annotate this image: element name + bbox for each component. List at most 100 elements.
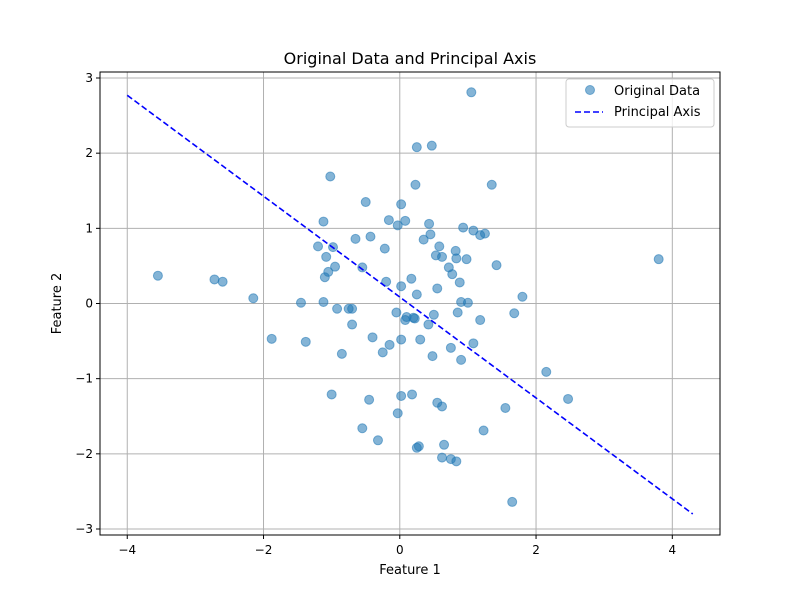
data-point (381, 276, 392, 287)
y-axis-label: Feature 2 (50, 273, 65, 335)
data-point (357, 423, 368, 434)
legend: Original Data Principal Axis (565, 78, 715, 128)
data-point (396, 199, 407, 210)
data-point (445, 342, 456, 353)
data-point (423, 319, 434, 330)
data-point (486, 179, 497, 190)
data-point (415, 334, 426, 345)
x-axis-ticks: −4 −2 0 2 4 (118, 535, 676, 557)
y-tick-label: −1 (75, 372, 93, 386)
data-point (430, 250, 441, 261)
data-point (319, 272, 330, 283)
data-point (437, 452, 448, 463)
data-point (365, 231, 376, 242)
data-point (321, 251, 332, 262)
data-point (461, 254, 472, 265)
data-point (318, 216, 329, 227)
data-point (509, 308, 520, 319)
data-point (411, 142, 422, 153)
data-point (392, 408, 403, 419)
data-point (330, 261, 341, 272)
data-point (391, 307, 402, 318)
x-tick-label: −4 (118, 543, 136, 557)
data-point (332, 303, 343, 314)
y-axis-ticks: −3 −2 −1 0 1 2 3 (75, 71, 100, 536)
data-point (384, 339, 395, 350)
data-point (377, 347, 388, 358)
data-point (407, 389, 418, 400)
chart-title: Original Data and Principal Axis (284, 49, 537, 68)
data-point (313, 241, 324, 252)
legend-label-principal-axis: Principal Axis (614, 105, 701, 120)
data-point (475, 230, 486, 241)
data-point (411, 442, 422, 453)
data-point (360, 197, 371, 208)
data-point (409, 313, 420, 324)
x-tick-label: 4 (668, 543, 676, 557)
data-point (367, 332, 378, 343)
data-point (434, 241, 445, 252)
data-point (500, 402, 511, 413)
data-point (432, 283, 443, 294)
data-point (437, 401, 448, 412)
data-point (454, 277, 465, 288)
data-point (266, 333, 277, 344)
principal-axis-line (126, 94, 694, 515)
data-point (478, 425, 489, 436)
data-point (364, 394, 375, 405)
y-tick-label: 2 (85, 146, 93, 160)
y-tick-label: 1 (85, 221, 93, 235)
data-point (475, 315, 486, 326)
data-point (392, 220, 403, 231)
data-point (507, 496, 518, 507)
data-point (451, 253, 462, 264)
y-tick-label: −2 (75, 447, 93, 461)
data-point (217, 276, 228, 287)
data-point (325, 171, 336, 182)
data-point (456, 354, 467, 365)
data-point (439, 439, 450, 450)
y-tick-label: 0 (85, 297, 93, 311)
data-point (152, 270, 163, 281)
data-point (300, 336, 311, 347)
data-points (152, 87, 664, 507)
data-point (295, 297, 306, 308)
data-point (462, 297, 473, 308)
data-point (209, 274, 220, 285)
data-point (248, 293, 259, 304)
data-point (400, 315, 411, 326)
data-point (468, 225, 479, 236)
grid-lines (100, 72, 720, 535)
y-tick-label: 3 (85, 71, 93, 85)
data-point (452, 307, 463, 318)
data-point (428, 309, 439, 320)
data-point (418, 234, 429, 245)
data-point (379, 243, 390, 254)
data-point (347, 319, 358, 330)
data-point (357, 262, 368, 273)
legend-marker-original-data (585, 85, 595, 95)
x-tick-label: 0 (396, 543, 404, 557)
data-point (411, 289, 422, 300)
data-point (451, 456, 462, 467)
data-point (396, 334, 407, 345)
data-point (343, 303, 354, 314)
data-point (425, 229, 436, 240)
data-point (424, 218, 435, 229)
data-point (350, 233, 361, 244)
data-point (396, 390, 407, 401)
data-point (336, 348, 347, 359)
y-tick-label: −3 (75, 522, 93, 536)
data-point (517, 291, 528, 302)
legend-label-original-data: Original Data (614, 84, 700, 99)
data-point (563, 393, 574, 404)
data-point (318, 296, 329, 307)
data-point (458, 222, 469, 233)
legend-box (565, 78, 715, 128)
data-point (400, 215, 411, 226)
data-point (406, 273, 417, 284)
x-tick-label: 2 (532, 543, 540, 557)
data-point (426, 140, 437, 151)
principal-axis-layer (126, 94, 694, 515)
data-point (653, 254, 664, 265)
